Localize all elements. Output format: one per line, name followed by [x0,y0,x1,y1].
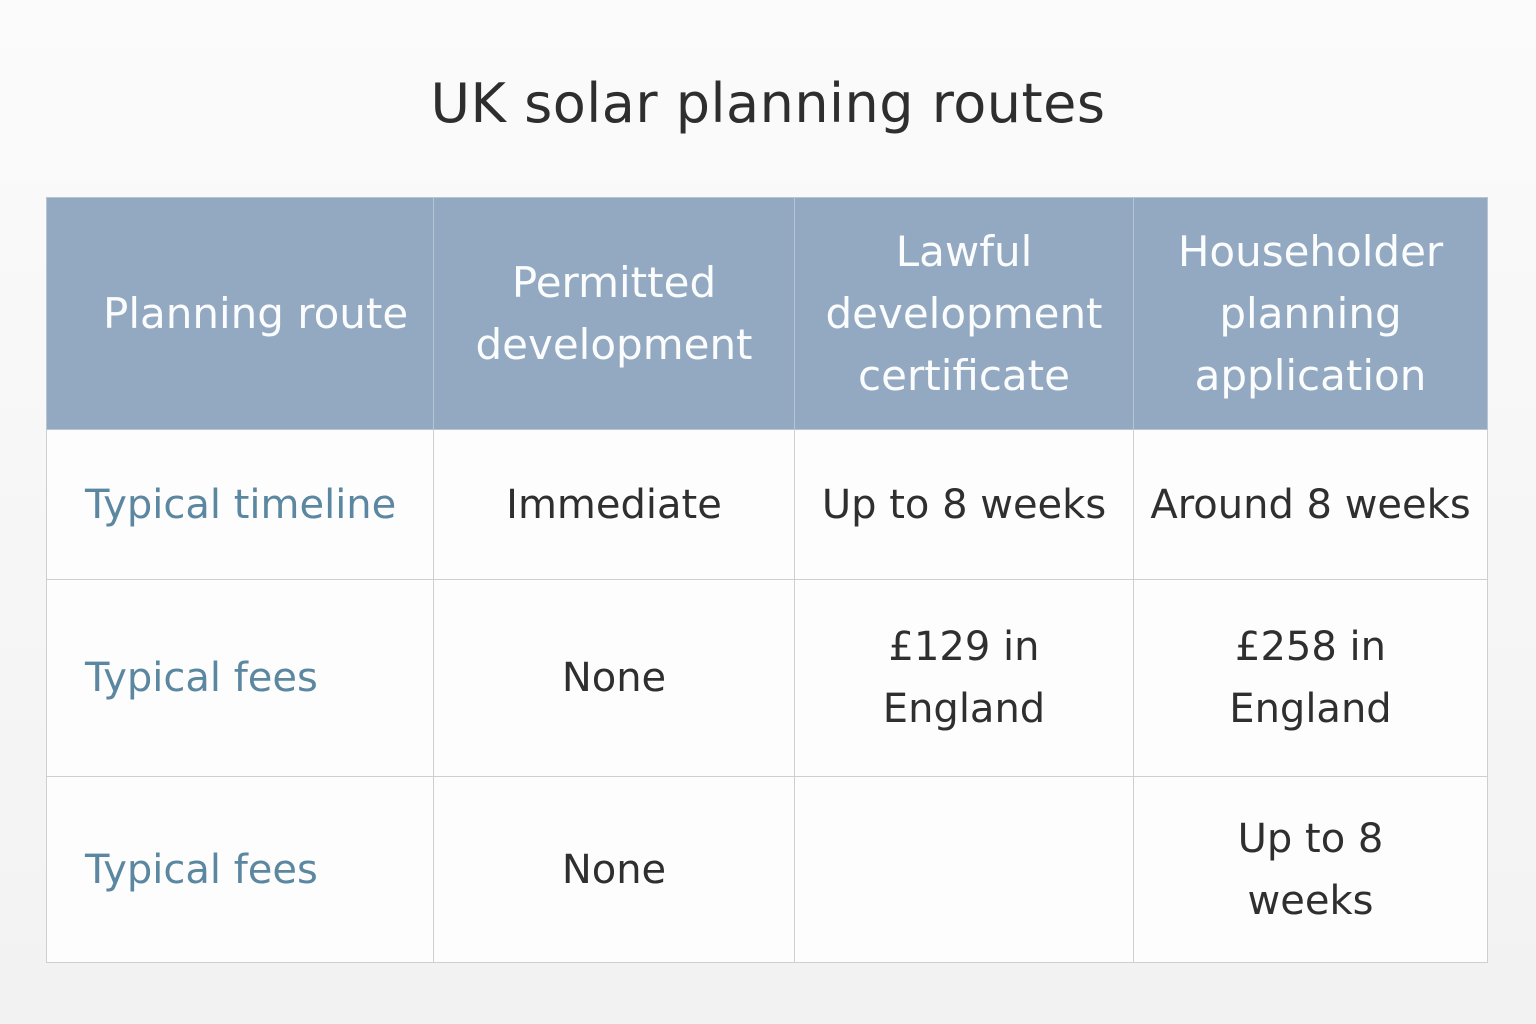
table-row: Typical timeline Immediate Up to 8 weeks… [46,429,1488,580]
table-row: Typical fees None £129 in England £258 i… [46,579,1488,777]
table-header-row: Planning route Permitted development Law… [46,197,1488,430]
table-cell: None [433,776,795,963]
table-cell: None [433,579,795,777]
table-cell: Up to 8 weeks [794,429,1134,580]
table-cell [794,776,1134,963]
row-label: Typical fees [46,579,434,777]
table-cell: £258 in England [1133,579,1488,777]
page-title: UK solar planning routes [430,72,1106,135]
table-cell: Up to 8 weeks [1133,776,1488,963]
table-cell: Immediate [433,429,795,580]
table-cell: £129 in England [794,579,1134,777]
planning-routes-table: Planning route Permitted development Law… [46,197,1488,963]
header-lawful-development-certificate: Lawful development certificate [794,197,1134,430]
header-householder-planning-application: Householder planning application [1133,197,1488,430]
row-label: Typical timeline [46,429,434,580]
header-permitted-development: Permitted development [433,197,795,430]
header-planning-route: Planning route [46,197,434,430]
table-row: Typical fees None Up to 8 weeks [46,776,1488,963]
row-label: Typical fees [46,776,434,963]
table-cell: Around 8 weeks [1133,429,1488,580]
